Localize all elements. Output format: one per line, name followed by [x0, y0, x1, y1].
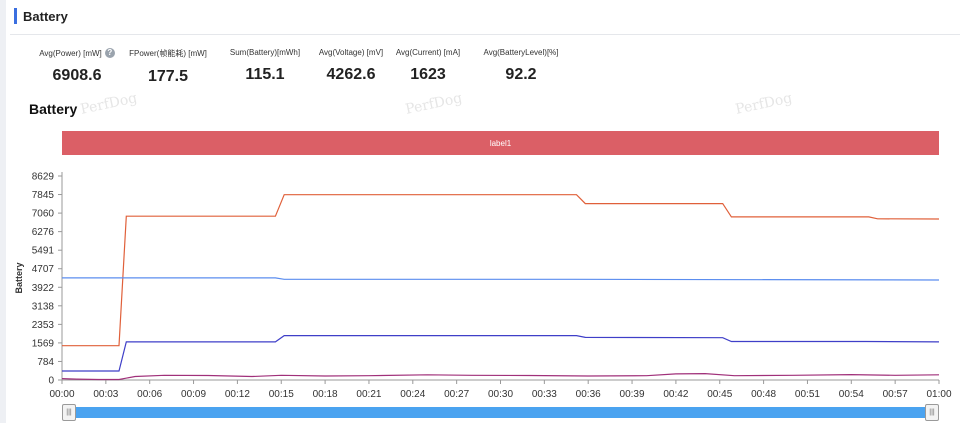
- metric-label: Avg(Voltage) [mV]: [318, 48, 384, 57]
- metric-label: Avg(Current) [mA]: [395, 48, 461, 57]
- x-tick-label: 00:06: [137, 389, 162, 400]
- y-tick-label: 5491: [32, 246, 55, 257]
- y-tick-label: 784: [37, 357, 54, 368]
- metric-avg-current: Avg(Current) [mA] 1623: [383, 48, 473, 84]
- x-tick-label: 00:27: [444, 389, 469, 400]
- x-tick-label: 00:51: [795, 389, 820, 400]
- grip-icon[interactable]: |||: [925, 404, 939, 421]
- y-tick-label: 2353: [32, 320, 55, 331]
- x-tick-label: 00:00: [49, 389, 74, 400]
- x-tick-label: 00:12: [225, 389, 250, 400]
- y-tick-label: 0: [48, 376, 54, 387]
- time-range-slider[interactable]: ||| |||: [62, 404, 939, 421]
- x-tick-label: 00:54: [839, 389, 864, 400]
- x-tick-label: 00:21: [356, 389, 381, 400]
- series-line-1: [62, 194, 940, 347]
- y-tick-label: 6276: [32, 227, 55, 238]
- y-tick-label: 7845: [32, 190, 55, 201]
- metric-value: 1623: [410, 66, 446, 83]
- x-tick-label: 00:42: [663, 389, 688, 400]
- metric-label: FPower(帧能耗) [mW]: [129, 49, 207, 58]
- x-tick-label: 00:33: [532, 389, 557, 400]
- y-tick-label: 8629: [32, 172, 55, 183]
- metric-label: Sum(Battery)[mWh]: [229, 48, 301, 57]
- header-divider: [10, 34, 960, 35]
- x-tick-label: 01:00: [926, 389, 951, 400]
- metric-value: 115.1: [245, 66, 285, 83]
- x-tick-label: 00:39: [620, 389, 645, 400]
- question-circle-icon[interactable]: ?: [104, 48, 115, 58]
- label-band[interactable]: label1: [62, 131, 939, 155]
- metric-fpower: FPower(帧能耗) [mW] 177.5: [123, 48, 213, 86]
- section-accent-bar: [14, 8, 17, 24]
- x-tick-label: 00:48: [751, 389, 776, 400]
- x-tick-label: 00:45: [707, 389, 732, 400]
- metric-label: Avg(BatteryLevel)[%]: [483, 48, 559, 57]
- section-header: Battery: [14, 5, 68, 27]
- x-tick-label: 00:18: [313, 389, 338, 400]
- series-line-3: [62, 335, 940, 372]
- y-axis-title: Battery: [14, 262, 24, 293]
- x-tick-label: 00:36: [576, 389, 601, 400]
- metric-value: 4262.6: [326, 66, 376, 83]
- x-tick-label: 00:24: [400, 389, 425, 400]
- y-tick-label: 1569: [32, 338, 55, 349]
- page-left-edge: [0, 0, 6, 423]
- metric-label: Avg(Power) [mW]: [39, 48, 102, 58]
- grip-icon[interactable]: |||: [62, 404, 76, 421]
- metric-avg-battery-level: Avg(BatteryLevel)[%] 92.2: [471, 48, 571, 84]
- metric-value: 177.5: [147, 68, 189, 85]
- chart-title: Battery: [29, 101, 78, 117]
- x-tick-label: 00:03: [93, 389, 118, 400]
- y-tick-label: 4707: [32, 264, 55, 275]
- metric-sum-battery: Sum(Battery)[mWh] 115.1: [220, 48, 310, 84]
- metric-value: 6908.6: [52, 67, 102, 84]
- y-tick-label: 3922: [32, 283, 55, 294]
- series-line-2: [62, 277, 940, 281]
- y-tick-label: 7060: [32, 209, 55, 220]
- section-title: Battery: [23, 8, 68, 24]
- x-tick-label: 00:30: [488, 389, 513, 400]
- y-tick-label: 3138: [32, 301, 55, 312]
- x-tick-label: 00:15: [269, 389, 294, 400]
- x-tick-label: 00:09: [181, 389, 206, 400]
- x-tick-label: 00:57: [883, 389, 908, 400]
- label-band-text: label1: [489, 138, 512, 148]
- metric-avg-voltage: Avg(Voltage) [mV] 4262.6: [306, 48, 396, 84]
- slider-track[interactable]: [70, 407, 931, 418]
- metric-value: 92.2: [505, 66, 537, 83]
- metric-avg-power: Avg(Power) [mW] ? 6908.6: [32, 48, 122, 85]
- series-line-4: [61, 372, 940, 381]
